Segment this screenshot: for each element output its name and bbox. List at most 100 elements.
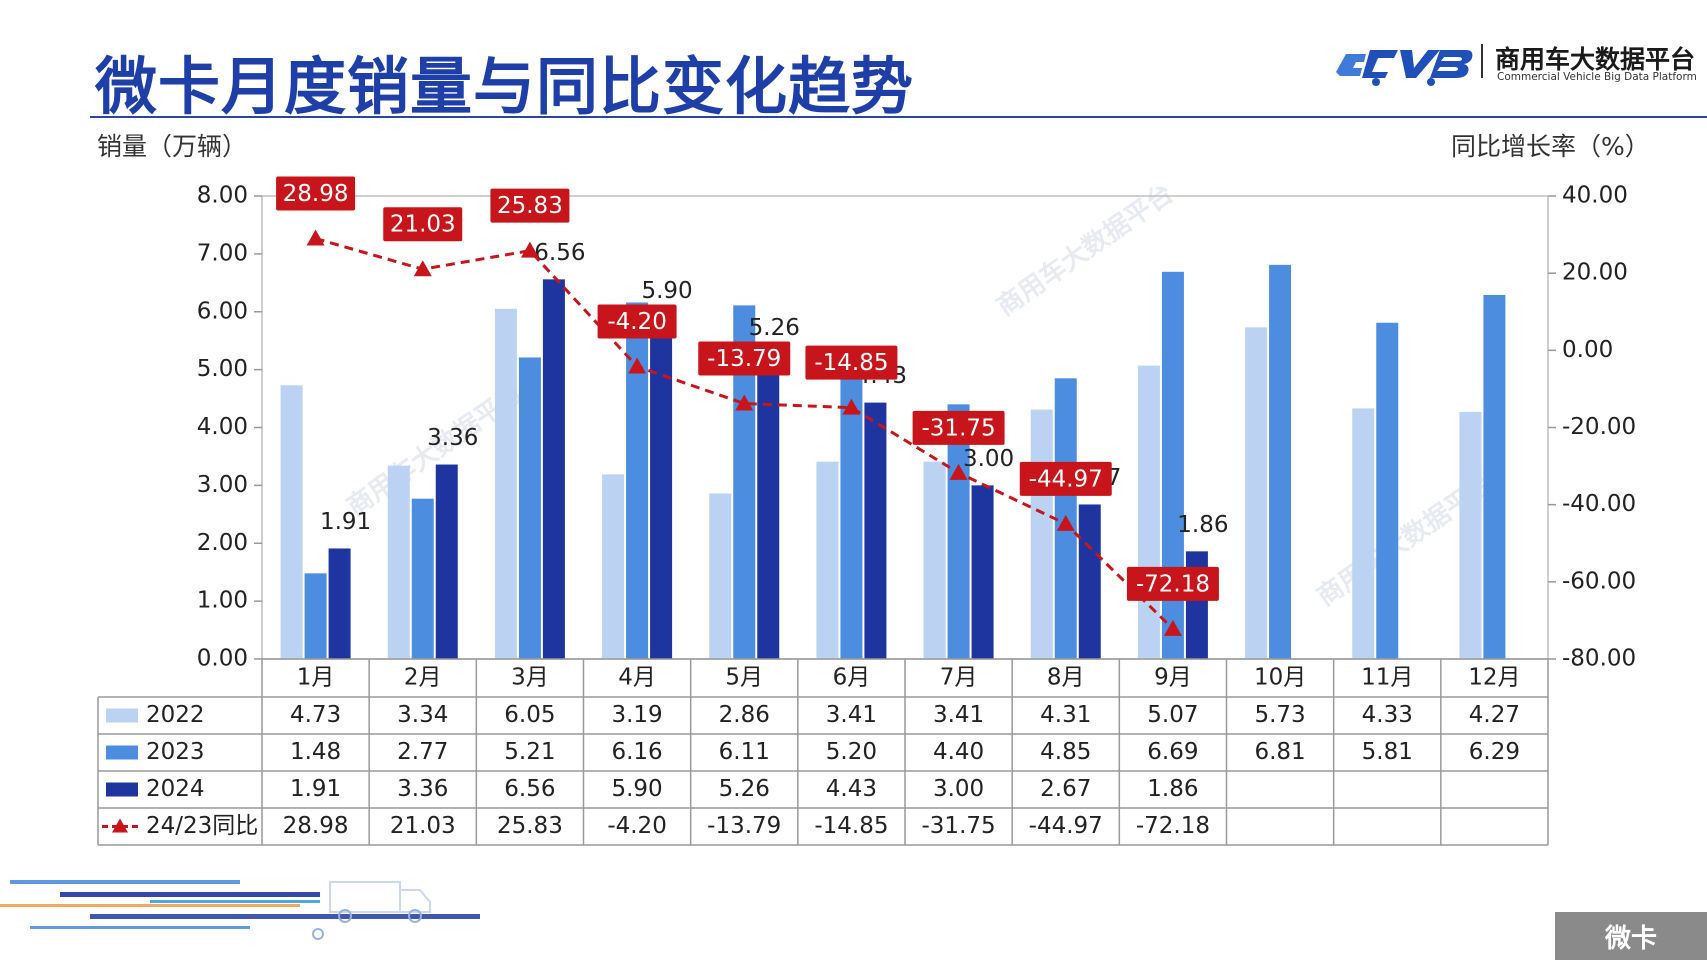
table-cell: 4.73 [290, 702, 341, 728]
yoy-label: 28.98 [283, 181, 349, 207]
brand-logo-icon [1336, 50, 1473, 86]
table-cell: -72.18 [1136, 813, 1210, 839]
bar-2023 [1483, 294, 1506, 659]
yoy-label: -72.18 [1136, 571, 1210, 597]
left-tick-label: 5.00 [197, 356, 248, 382]
left-tick-label: 8.00 [197, 183, 248, 209]
table-cell: 28.98 [283, 813, 349, 839]
title-divider [90, 116, 1707, 118]
x-tick-label: 5月 [725, 665, 763, 691]
bar-label-2024: 3.00 [963, 446, 1014, 472]
bar-2022 [923, 461, 946, 659]
bar-2022 [1137, 365, 1160, 659]
left-tick-label: 0.00 [197, 646, 248, 672]
bar-2024 [971, 485, 994, 659]
yoy-label-box [698, 341, 791, 376]
table-cell: 1.91 [290, 776, 341, 802]
table-cell: 5.07 [1147, 702, 1198, 728]
table-cell: 3.19 [611, 702, 662, 728]
bar-2024 [757, 354, 780, 659]
table-cell: 21.03 [390, 813, 456, 839]
table-cell: 3.36 [397, 776, 448, 802]
right-tick-label: -20.00 [1562, 414, 1636, 440]
yoy-marker [413, 260, 432, 277]
table-cell: 4.40 [933, 739, 984, 765]
table-cell: 6.11 [719, 739, 770, 765]
yoy-label: 25.83 [497, 193, 563, 219]
yoy-marker [842, 398, 861, 415]
bar-2023 [733, 305, 756, 659]
x-tick-label: 2月 [404, 665, 442, 691]
left-tick-label: 4.00 [197, 414, 248, 440]
left-tick-label: 7.00 [197, 240, 248, 266]
page-title: 微卡月度销量与同比变化趋势 [95, 50, 915, 123]
bar-2023 [840, 358, 863, 659]
table-cell: 3.41 [826, 702, 877, 728]
bar-2022 [816, 461, 839, 659]
bar-2023 [304, 573, 327, 659]
yoy-label-box [912, 410, 1005, 445]
table-cell: -44.97 [1029, 813, 1103, 839]
bar-2023 [626, 302, 649, 659]
table-cell: 6.05 [504, 702, 555, 728]
table-cell: 5.21 [504, 739, 555, 765]
legend-label: 2023 [146, 739, 205, 765]
table-cell: 6.69 [1147, 739, 1198, 765]
bar-2024 [864, 402, 887, 659]
left-tick-label: 6.00 [197, 298, 248, 324]
yoy-label-box [1019, 461, 1112, 496]
yoy-label-box [1126, 566, 1219, 601]
legend-label: 24/23同比 [146, 813, 258, 839]
table-cell: 25.83 [497, 813, 563, 839]
bar-2023 [1161, 271, 1184, 659]
table-cell: 5.81 [1362, 739, 1413, 765]
bar-2022 [1352, 408, 1375, 659]
bar-2023 [947, 404, 970, 659]
right-tick-label: -60.00 [1562, 568, 1636, 594]
combo-chart: 8.00 7.00 6.00 5.00 4.00 3.00 2.00 1.00 0.00 40.0… [97, 176, 1636, 846]
bar-label-2024: 5.26 [749, 315, 800, 341]
bar-2024 [1078, 504, 1101, 659]
x-tick-label: 1月 [297, 665, 335, 691]
legend-swatch-2023 [106, 745, 138, 760]
table-cell: 4.33 [1362, 702, 1413, 728]
table-cell: -14.85 [814, 813, 888, 839]
table-cell: 6.81 [1254, 739, 1305, 765]
yoy-line [315, 237, 1174, 630]
yoy-marker [1163, 619, 1182, 636]
left-tick-label: 2.00 [197, 530, 248, 556]
table-cell: 5.20 [826, 739, 877, 765]
x-tick-label: 7月 [940, 665, 978, 691]
legend-label: 2024 [146, 776, 205, 802]
table-cell: 3.00 [933, 776, 984, 802]
x-tick-label: 4月 [618, 665, 656, 691]
table-cell: -4.20 [607, 813, 667, 839]
table-cell: 1.86 [1147, 776, 1198, 802]
x-tick-label: 11月 [1361, 665, 1413, 691]
bar-2024 [328, 548, 351, 659]
bar-2022 [602, 474, 625, 659]
x-tick-label: 3月 [511, 665, 549, 691]
bar-2023 [411, 498, 434, 659]
bar-2022 [1459, 411, 1482, 659]
bar-2023 [1376, 322, 1399, 659]
x-tick-label: 9月 [1154, 665, 1192, 691]
yoy-label: -31.75 [922, 415, 996, 441]
yoy-label: -13.79 [707, 346, 781, 372]
truck-decoration-icon [0, 880, 480, 940]
bar-2022 [1030, 409, 1053, 659]
yoy-label-box [597, 304, 677, 339]
bar-2022 [1245, 327, 1268, 659]
bar-2023 [518, 357, 541, 659]
table-cell: 1.48 [290, 739, 341, 765]
table-cell: 4.43 [826, 776, 877, 802]
yoy-label: -4.20 [607, 309, 667, 335]
yoy-marker [949, 463, 968, 480]
bar-label-2024: 3.36 [427, 425, 478, 451]
left-axis-label: 销量（万辆） [97, 132, 248, 161]
x-tick-label: 6月 [833, 665, 871, 691]
legend-swatch-yoy-marker [112, 818, 128, 833]
right-tick-label: 40.00 [1562, 183, 1628, 209]
x-tick-label: 8月 [1047, 665, 1085, 691]
yoy-marker [306, 229, 325, 246]
